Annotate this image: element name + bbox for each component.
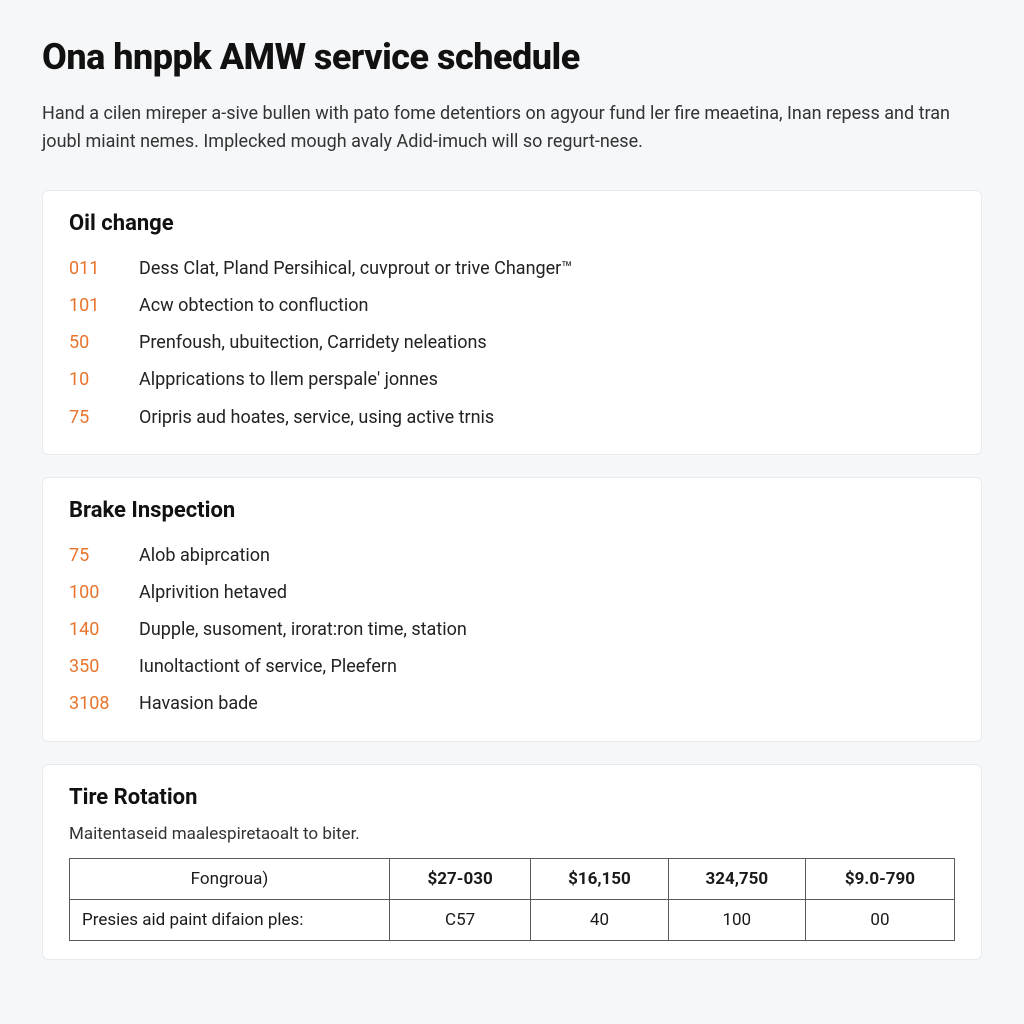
item-code: 140	[69, 619, 139, 640]
table-column-header: $9.0-790	[805, 858, 954, 899]
page-title: Ona hnppk AMW service schedule	[42, 36, 982, 78]
service-card: Brake Inspection75Alob abiprcation100Alp…	[42, 477, 982, 742]
table-column-header: $27-030	[390, 858, 531, 899]
item-code: 75	[69, 407, 139, 428]
service-item-list: 75Alob abiprcation100Alprivition hetaved…	[69, 537, 955, 723]
item-description: Alpprications to llem perspale' jonnes	[139, 367, 438, 392]
table-cell: 40	[531, 899, 668, 940]
item-code: 3108	[69, 693, 139, 714]
item-code: 75	[69, 545, 139, 566]
tire-rotation-subtext: Maitentaseid maalespiretaoalt to biter.	[69, 824, 955, 844]
item-description: Dupple, susoment, irorat:ron time, stati…	[139, 617, 467, 642]
item-description: Alob abiprcation	[139, 543, 270, 568]
table-cell: C57	[390, 899, 531, 940]
item-code: 10	[69, 369, 139, 390]
list-item: 350Iunoltactiont of service, Pleefern	[69, 648, 955, 685]
tire-rotation-card: Tire Rotation Maitentaseid maalespiretao…	[42, 764, 982, 960]
tire-rotation-table: Fongroua)$27-030$16,150324,750$9.0-790 P…	[69, 858, 955, 941]
item-code: 100	[69, 582, 139, 603]
item-description: Havasion bade	[139, 691, 258, 716]
table-row: Presies aid paint difaion ples:C57401000…	[70, 899, 955, 940]
table-row-label: Presies aid paint difaion ples:	[70, 899, 390, 940]
list-item: 011Dess Clat, Pland Persihical, cuvprout…	[69, 250, 955, 287]
item-description: Prenfoush, ubuitection, Carridety neleat…	[139, 330, 487, 355]
service-card: Oil change 011Dess Clat, Pland Persihical…	[42, 190, 982, 455]
item-description: Iunoltactiont of service, Pleefern	[139, 654, 397, 679]
item-description: Acw obtection to confluction	[139, 293, 368, 318]
list-item: 3108Havasion bade	[69, 685, 955, 722]
item-code: 011	[69, 258, 139, 279]
list-item: 50Prenfoush, ubuitection, Carridety nele…	[69, 324, 955, 361]
service-card-title: Brake Inspection	[69, 498, 955, 523]
list-item: 10Alpprications to llem perspale' jonnes	[69, 361, 955, 398]
list-item: 75Alob abiprcation	[69, 537, 955, 574]
table-cell: 00	[805, 899, 954, 940]
table-column-header: Fongroua)	[70, 858, 390, 899]
table-cell: 100	[668, 899, 805, 940]
service-item-list: 011Dess Clat, Pland Persihical, cuvprout…	[69, 250, 955, 436]
item-description: Dess Clat, Pland Persihical, cuvprout or…	[139, 256, 573, 281]
table-column-header: 324,750	[668, 858, 805, 899]
list-item: 75Oripris aud hoates, service, using act…	[69, 399, 955, 436]
item-code: 101	[69, 295, 139, 316]
table-column-header: $16,150	[531, 858, 668, 899]
tire-rotation-title: Tire Rotation	[69, 785, 955, 810]
intro-paragraph: Hand a cilen mireper a-sive bullen with …	[42, 100, 982, 156]
item-description: Oripris aud hoates, service, using activ…	[139, 405, 494, 430]
service-card-title: Oil change	[69, 211, 955, 236]
item-code: 50	[69, 332, 139, 353]
list-item: 140Dupple, susoment, irorat:ron time, st…	[69, 611, 955, 648]
item-description: Alprivition hetaved	[139, 580, 287, 605]
list-item: 101Acw obtection to confluction	[69, 287, 955, 324]
list-item: 100Alprivition hetaved	[69, 574, 955, 611]
item-code: 350	[69, 656, 139, 677]
